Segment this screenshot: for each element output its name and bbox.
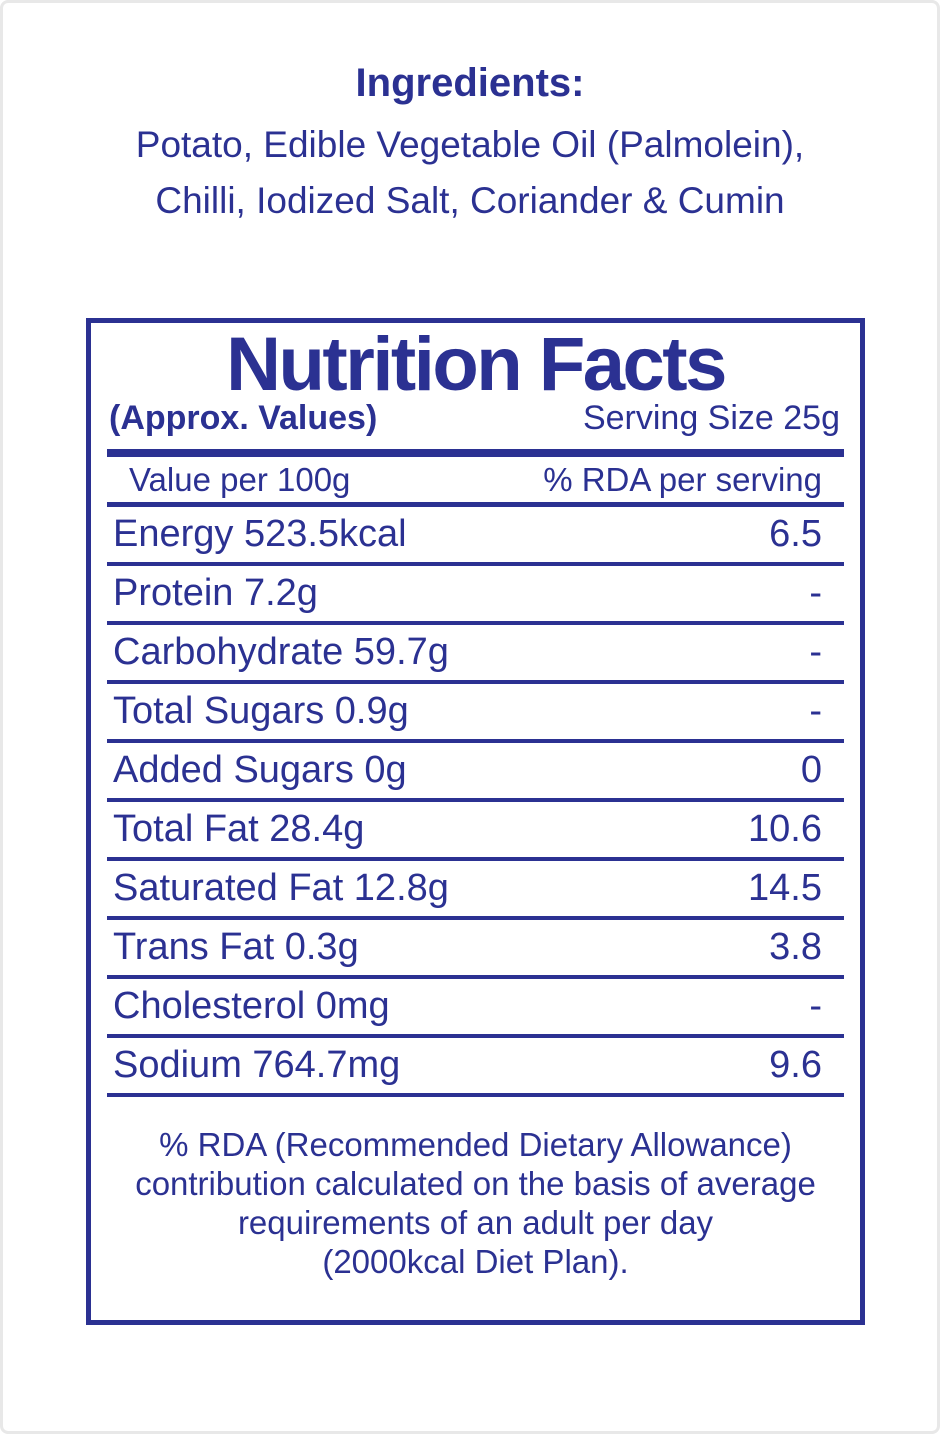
row-value: 10.6 [748, 808, 822, 850]
ingredients-title: Ingredients: [355, 61, 585, 105]
table-row-total-fat: Total Fat 28.4g 10.6 [107, 802, 844, 861]
row-value: 14.5 [748, 867, 822, 909]
ingredients-text-line-1: Potato, Edible Vegetable Oil (Palmolein)… [135, 124, 805, 165]
column-header-right: % RDA per serving [543, 460, 822, 498]
rda-footnote: % RDA (Recommended Dietary Allowance) co… [91, 1125, 860, 1281]
approx-values-label: (Approx. Values) [109, 399, 378, 437]
rda-footnote-line-4: (2000kcal Diet Plan). [322, 1243, 629, 1280]
table-row-cholesterol: Cholesterol 0mg - [107, 979, 844, 1038]
row-label: Protein 7.2g [113, 572, 318, 614]
ingredients-text-line-2: Chilli, Iodized Salt, Coriander & Cumin [155, 180, 785, 221]
row-value: - [809, 985, 822, 1027]
row-value: 6.5 [769, 513, 822, 555]
row-label: Trans Fat 0.3g [113, 926, 359, 968]
row-label: Cholesterol 0mg [113, 985, 390, 1027]
nutrition-facts-title: Nutrition Facts [226, 322, 727, 407]
column-header-left: Value per 100g [129, 460, 351, 498]
table-row-added-sugars: Added Sugars 0g 0 [107, 743, 844, 802]
column-header-row: Value per 100g % RDA per serving [107, 457, 844, 507]
rda-footnote-line-3: requirements of an adult per day [237, 1204, 714, 1241]
row-value: - [809, 631, 822, 673]
row-label: Carbohydrate 59.7g [113, 631, 449, 673]
row-label: Sodium 764.7mg [113, 1044, 401, 1086]
rda-footnote-line-2: contribution calculated on the basis of … [135, 1165, 816, 1202]
ingredients-section: Ingredients: Potato, Edible Vegetable Oi… [3, 61, 937, 229]
row-value: - [809, 690, 822, 732]
table-row-sodium: Sodium 764.7mg 9.6 [107, 1038, 844, 1097]
table-row-total-sugars: Total Sugars 0.9g - [107, 684, 844, 743]
row-label: Saturated Fat 12.8g [113, 867, 449, 909]
row-label: Energy 523.5kcal [113, 513, 407, 555]
nutrition-facts-panel: Nutrition Facts (Approx. Values) Serving… [86, 318, 865, 1325]
row-value: 3.8 [769, 926, 822, 968]
table-row-trans-fat: Trans Fat 0.3g 3.8 [107, 920, 844, 979]
serving-size-label: Serving Size 25g [582, 399, 840, 437]
row-value: 9.6 [769, 1044, 822, 1086]
nutrition-facts-subheader: (Approx. Values) Serving Size 25g [91, 399, 860, 438]
row-value: - [809, 572, 822, 614]
rda-footnote-line-1: % RDA (Recommended Dietary Allowance) [159, 1126, 792, 1163]
table-row-carbohydrate: Carbohydrate 59.7g - [107, 625, 844, 684]
header-divider-rule [107, 449, 844, 457]
row-label: Total Fat 28.4g [113, 808, 365, 850]
table-row-saturated-fat: Saturated Fat 12.8g 14.5 [107, 861, 844, 920]
table-row-protein: Protein 7.2g - [107, 566, 844, 625]
table-row-energy: Energy 523.5kcal 6.5 [107, 507, 844, 566]
row-value: 0 [800, 749, 822, 791]
row-label: Added Sugars 0g [113, 749, 407, 791]
row-label: Total Sugars 0.9g [113, 690, 409, 732]
